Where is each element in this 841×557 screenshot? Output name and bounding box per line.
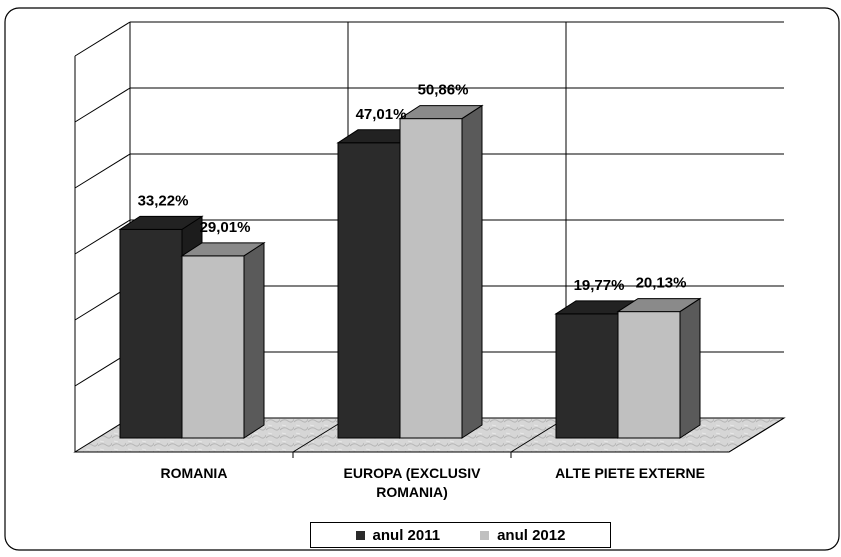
- bar-top: [398, 105, 484, 120]
- category-label: ROMANIA): [376, 484, 448, 500]
- bar-front: [555, 313, 619, 439]
- gridline-side: [74, 153, 131, 189]
- bar-front: [617, 311, 681, 439]
- bar-front: [399, 118, 463, 439]
- legend-label-2012: anul 2012: [497, 526, 566, 544]
- bar-side: [243, 241, 265, 439]
- category-label: ALTE PIETE EXTERNE: [555, 465, 705, 481]
- floor-right-edge: [728, 417, 785, 453]
- data-label: 29,01%: [200, 219, 251, 236]
- data-label: 19,77%: [574, 277, 625, 294]
- side-wall-top-edge: [74, 21, 131, 57]
- category-label: ROMANIA: [161, 465, 228, 481]
- legend-item-2012: anul 2012: [480, 527, 565, 544]
- legend: anul 2011 anul 2012: [310, 522, 611, 548]
- bar-front: [181, 255, 245, 439]
- data-label: 20,13%: [636, 275, 687, 292]
- bar-front: [119, 228, 183, 439]
- bar-top: [118, 215, 204, 230]
- gridline-side: [74, 87, 131, 123]
- bar-side: [461, 104, 483, 439]
- legend-swatch-2011: [355, 530, 365, 540]
- bar-side: [679, 297, 701, 439]
- legend-swatch-2012: [480, 530, 490, 540]
- gridline-side: [74, 219, 131, 255]
- legend-item-2011: anul 2011: [355, 526, 441, 544]
- data-label: 50,86%: [418, 82, 469, 99]
- bar-top: [180, 242, 266, 257]
- bar-top: [616, 298, 702, 313]
- bar-front: [337, 142, 401, 439]
- data-label: 33,22%: [138, 192, 189, 209]
- data-label: 47,01%: [356, 106, 407, 123]
- category-label: EUROPA (EXCLUSIV: [344, 465, 482, 481]
- legend-label-2011: anul 2011: [372, 526, 441, 544]
